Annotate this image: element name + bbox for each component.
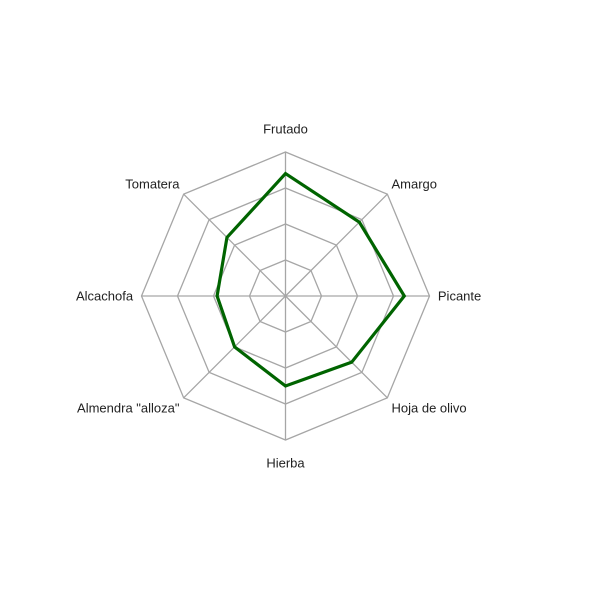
category-label: Tomatera (125, 176, 180, 191)
spoke (285, 193, 388, 297)
category-labels: Frutado Amargo Picante Hoja de olivo Hierba A… (76, 122, 481, 471)
radar-grid (140, 151, 431, 441)
spoke (285, 295, 388, 399)
category-label: Hierba (266, 455, 305, 470)
radar-series (215, 171, 407, 388)
spoke (183, 193, 286, 297)
category-label: Alcachofa (76, 289, 134, 304)
category-label: Frutado (263, 122, 308, 137)
category-label: Hoja de olivo (392, 401, 467, 416)
category-label: Picante (438, 289, 481, 304)
category-label: Almendra "alloza" (77, 401, 180, 416)
category-label: Amargo (392, 176, 438, 191)
